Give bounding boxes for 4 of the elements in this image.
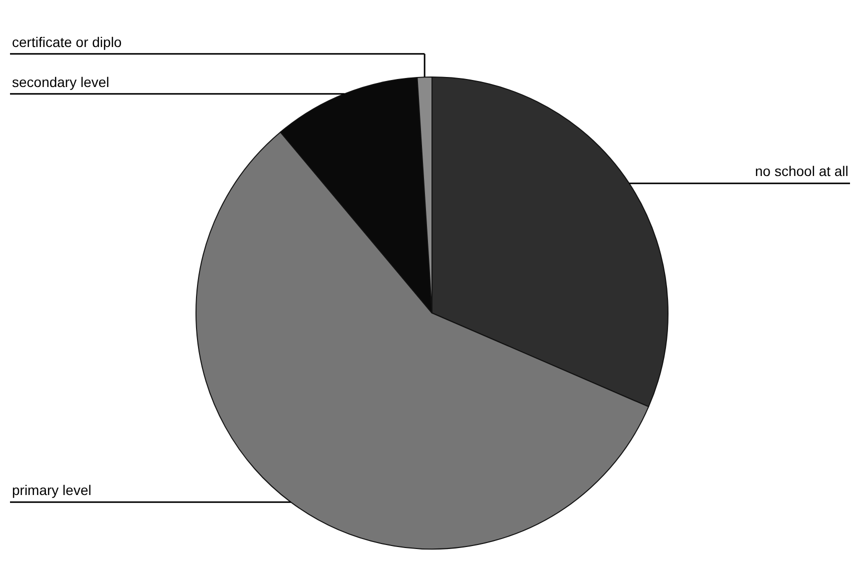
slice-label: certificate or diplo	[12, 34, 122, 50]
slice-label: primary level	[12, 482, 92, 498]
slice-label: no school at all	[755, 163, 848, 179]
slice-label: secondary level	[12, 74, 110, 90]
